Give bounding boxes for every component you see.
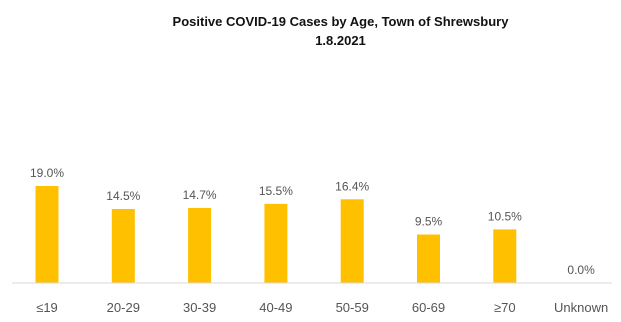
x-tick-label-5: 60-69 [412,300,445,315]
bar-6 [493,229,517,283]
data-label-2: 14.7% [183,188,217,202]
x-tick-label-2: 30-39 [183,300,216,315]
labels-layer: 19.0% 14.5% 14.7% 15.5% 16.4% 9.5% 10.5% 0.0% [30,166,595,277]
chart-subtitle: 1.8.2021 [315,33,366,48]
x-tick-label-6: ≥70 [494,300,516,315]
data-label-0: 19.0% [30,166,64,180]
bar-5 [417,234,440,283]
bar-4 [340,199,364,283]
bars-layer [35,186,517,283]
x-tick-label-3: 40-49 [259,300,292,315]
data-label-6: 10.5% [488,209,522,223]
x-tick-label-1: 20-29 [107,300,140,315]
data-label-1: 14.5% [106,189,140,203]
bar-3 [264,203,288,283]
x-tick-label-4: 50-59 [336,300,369,315]
data-label-5: 9.5% [415,215,443,229]
chart-title: Positive COVID-19 Cases by Age, Town of … [172,14,509,29]
ticks-layer: ≤19 20-29 30-39 40-49 50-59 60-69 ≥70 Unknown [36,300,608,315]
bar-0 [35,186,59,283]
data-label-4: 16.4% [335,179,369,193]
data-label-7: 0.0% [567,263,595,277]
data-label-3: 15.5% [259,184,293,198]
chart-title-block: Positive COVID-19 Cases by Age, Town of … [0,12,621,50]
x-tick-label-0: ≤19 [36,300,58,315]
x-tick-label-7: Unknown [554,300,608,315]
bar-1 [111,208,135,283]
bar-2 [188,207,212,283]
